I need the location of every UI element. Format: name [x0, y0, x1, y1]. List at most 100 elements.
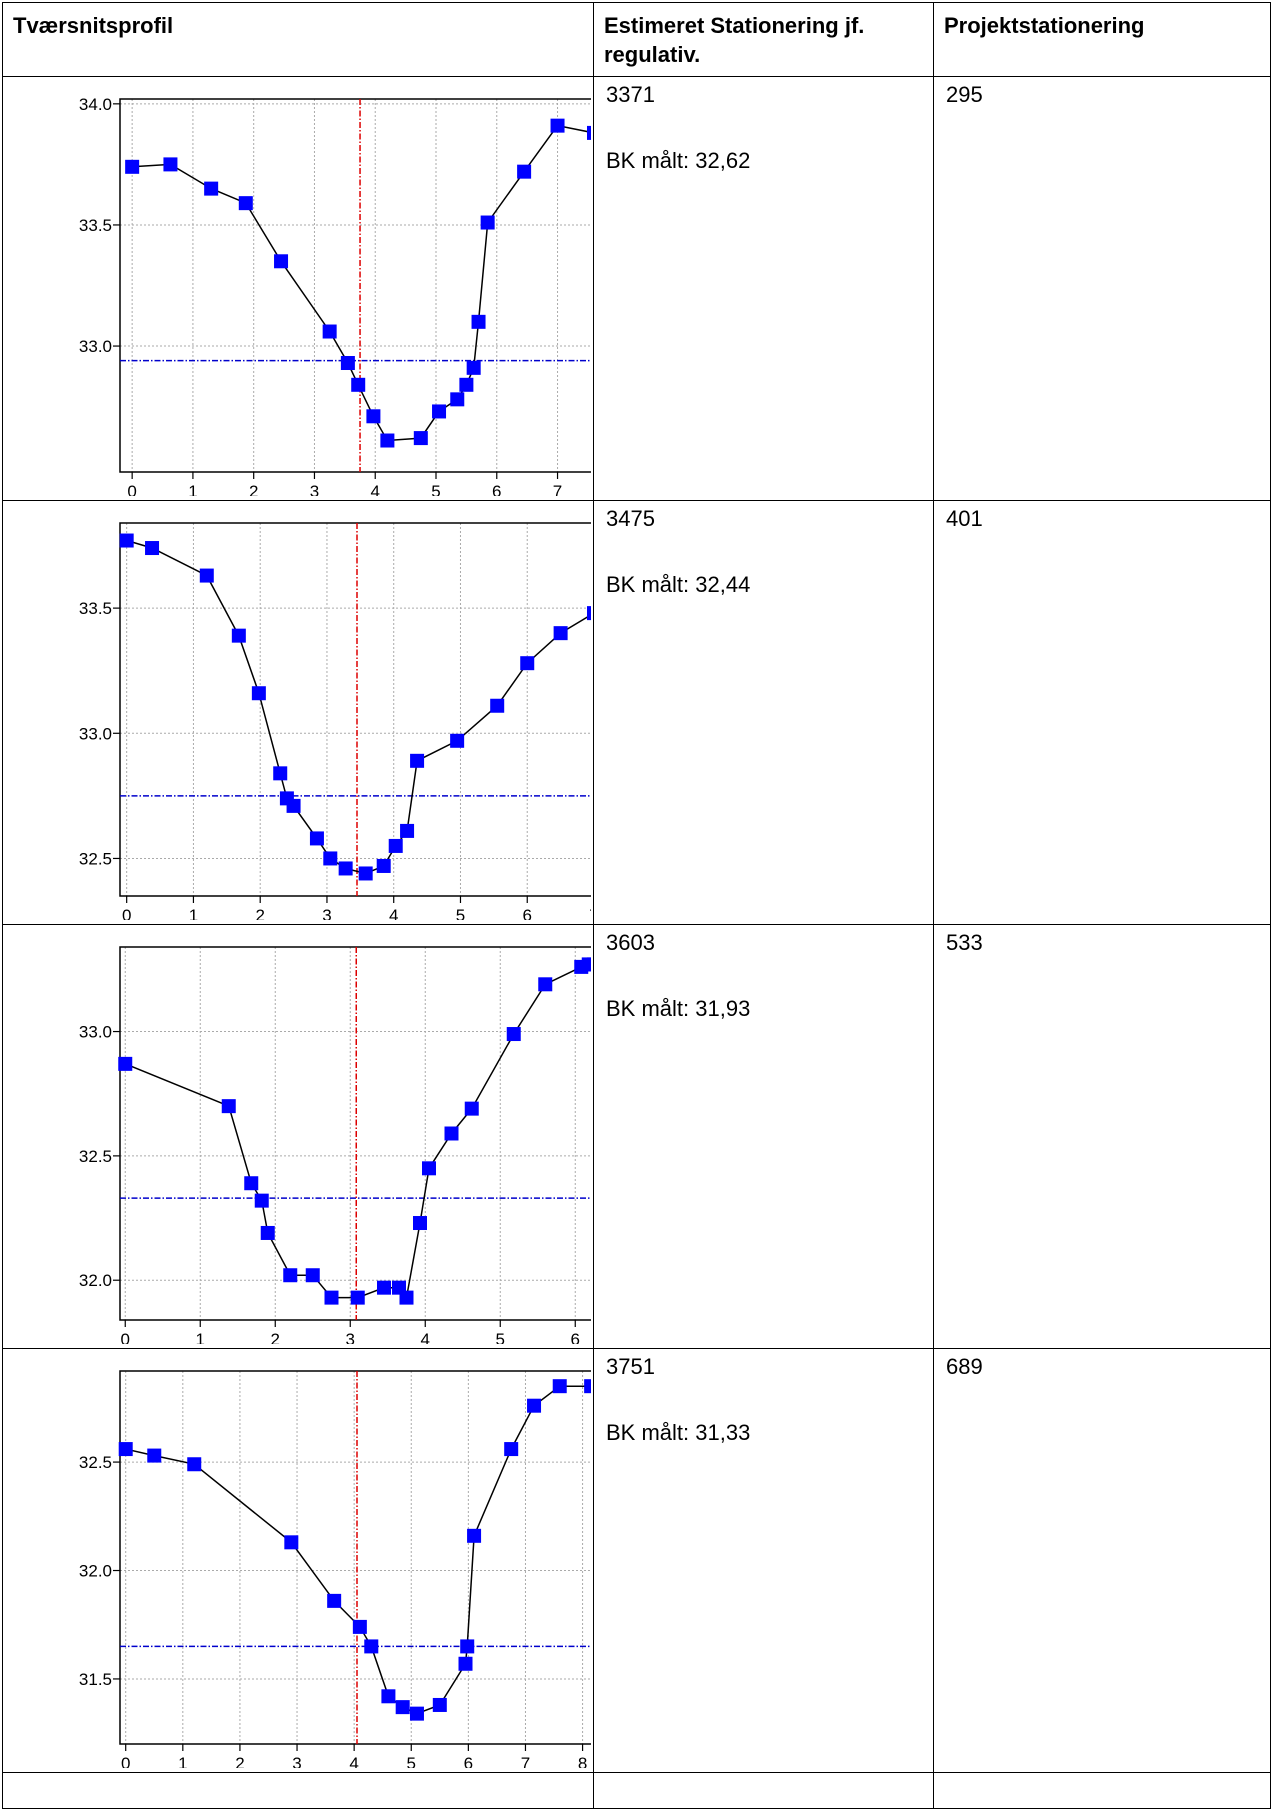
data-point	[238, 196, 253, 211]
x-tick-label: 0	[121, 1754, 130, 1768]
data-point	[587, 606, 591, 621]
project-station: 533	[946, 930, 983, 955]
empty-cell	[2, 1772, 594, 1809]
data-point	[450, 392, 465, 407]
data-point	[552, 1379, 567, 1394]
x-tick-label: 1	[178, 1754, 187, 1768]
estimated-station: 3475	[606, 506, 655, 531]
data-point	[409, 1706, 424, 1721]
data-point	[399, 1290, 414, 1305]
x-tick-label: 1	[196, 1330, 205, 1344]
estimated-station: 3371	[606, 82, 655, 107]
x-tick-label: 0	[127, 482, 136, 496]
x-tick-label: 5	[407, 1754, 416, 1768]
header-profile: Tværsnitsprofil	[13, 13, 174, 38]
table-row-empty	[2, 1772, 1271, 1809]
data-point	[458, 1656, 473, 1671]
header-cell-project: Projektstationering	[933, 2, 1271, 77]
x-tick-label: 7	[589, 906, 591, 920]
data-point	[520, 656, 535, 671]
data-point	[587, 125, 591, 140]
profile-line	[125, 963, 591, 1300]
plot-frame	[119, 98, 591, 473]
data-point	[466, 360, 481, 375]
x-tick-label: 5	[456, 906, 465, 920]
data-point	[254, 1193, 269, 1208]
data-point	[467, 1528, 482, 1543]
data-point	[490, 698, 505, 713]
header-cell-profile: Tværsnitsprofil	[2, 2, 594, 77]
y-tick-label: 32.5	[79, 849, 112, 868]
data-point	[527, 1398, 542, 1413]
data-point	[231, 628, 246, 643]
data-point	[283, 1268, 298, 1283]
data-point	[221, 1099, 236, 1114]
x-tick-label: 7	[553, 482, 562, 496]
estimated-station: 3603	[606, 930, 655, 955]
data-point	[351, 377, 366, 392]
data-point	[145, 541, 160, 556]
y-tick-label: 34.0	[79, 95, 112, 114]
x-tick-label: 1	[189, 906, 198, 920]
data-point	[377, 1280, 391, 1295]
y-tick-label: 31.5	[79, 1670, 112, 1689]
data-point	[480, 215, 495, 230]
x-tick-label: 5	[496, 1330, 505, 1344]
data-point	[587, 957, 591, 972]
plot-frame	[119, 522, 591, 897]
data-point	[464, 1101, 479, 1116]
table-row: 0 1 2 3 4 5 6 32.0 32.5 33.0 3603 BK målt: 31,93 …	[2, 924, 1271, 1349]
data-point	[366, 409, 381, 424]
x-tick-label: 5	[431, 482, 440, 496]
project-station: 295	[946, 82, 983, 107]
data-point	[260, 1225, 275, 1240]
data-point	[286, 798, 301, 813]
x-tick-label: 4	[389, 906, 398, 920]
estimated-cell: 3751 BK målt: 31,33	[593, 1348, 934, 1773]
x-tick-label: 2	[235, 1754, 244, 1768]
data-point	[506, 1027, 521, 1042]
table-row: 0 1 2 3 4 5 6 7 8 31.5 32.0 32.5 3751 BK målt: 31,3…	[2, 1348, 1271, 1773]
data-point	[504, 1442, 519, 1457]
data-point	[517, 164, 532, 179]
data-point	[284, 1535, 299, 1550]
data-point	[322, 324, 337, 339]
y-tick-label: 33.0	[79, 724, 112, 743]
header-estimated-station: Estimeret Stationering jf. regulativ.	[604, 13, 865, 67]
data-point	[432, 1697, 447, 1712]
chart-cell: 0 1 2 3 4 5 6 32.0 32.5 33.0	[2, 924, 594, 1349]
bk-measured: BK målt: 31,93	[606, 996, 751, 1021]
x-tick-label: 3	[322, 906, 331, 920]
x-tick-label: 6	[464, 1754, 473, 1768]
y-tick-label: 33.5	[79, 216, 112, 235]
cross-section-chart-3: 0 1 2 3 4 5 6 32.0 32.5 33.0	[79, 946, 591, 1344]
data-point	[251, 686, 266, 701]
estimated-cell: 3603 BK målt: 31,93	[593, 924, 934, 1349]
x-tick-label: 3	[310, 482, 319, 496]
data-point	[204, 181, 219, 196]
x-tick-label: 2	[255, 906, 264, 920]
data-point	[376, 858, 391, 873]
data-point	[147, 1448, 162, 1463]
plot-frame	[119, 1370, 591, 1745]
data-point	[323, 851, 338, 866]
data-point	[381, 1689, 396, 1704]
data-point	[422, 1161, 436, 1176]
project-cell: 295	[933, 76, 1271, 501]
header-project-station: Projektstationering	[944, 13, 1145, 38]
data-point	[350, 1290, 365, 1305]
data-point	[410, 753, 425, 768]
data-point	[400, 823, 415, 838]
x-tick-label: 6	[523, 906, 532, 920]
project-cell: 533	[933, 924, 1271, 1349]
data-point	[538, 977, 553, 992]
data-point	[340, 356, 355, 371]
profile-line	[126, 539, 591, 875]
data-point	[199, 568, 214, 583]
x-tick-label: 1	[188, 482, 197, 496]
estimated-station: 3751	[606, 1354, 655, 1379]
data-point	[187, 1457, 202, 1472]
y-tick-label: 33.5	[79, 599, 112, 618]
data-point	[364, 1639, 379, 1654]
